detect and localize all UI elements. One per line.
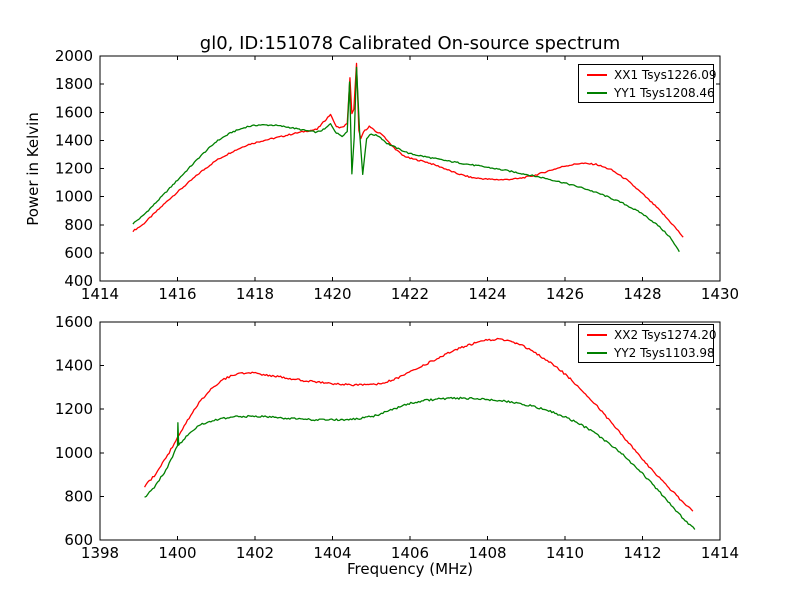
x-tick-label: 1414 [81, 285, 119, 303]
x-tick-label: 1414 [701, 544, 739, 562]
legend-entry-xx2: XX2 Tsys1274.20 [587, 327, 717, 343]
legend-label: YY2 Tsys1103.98 [614, 345, 715, 360]
y-tick-label: 1600 [55, 103, 93, 121]
y-tick-label: 1800 [55, 75, 93, 93]
y-tick-label: 1200 [55, 160, 93, 178]
legend-bottom: XX2 Tsys1274.20 YY2 Tsys1103.98 [578, 324, 717, 363]
y-tick-label: 600 [64, 244, 93, 262]
legend-entry-yy2: YY2 Tsys1103.98 [587, 345, 715, 361]
y-tick-label: 1400 [55, 131, 93, 149]
y-tick-label: 1000 [55, 188, 93, 206]
series-line-xx2 [143, 337, 694, 512]
x-tick-label: 1398 [81, 544, 119, 562]
x-tick-label: 1406 [391, 544, 429, 562]
series-line-xx1 [132, 62, 684, 238]
y-tick-label: 800 [64, 487, 93, 505]
x-tick-label: 1420 [313, 285, 351, 303]
y-tick-label: 400 [64, 272, 93, 290]
x-tick-label: 1426 [546, 285, 584, 303]
x-tick-label: 1404 [313, 544, 351, 562]
legend-line-swatch-green [587, 351, 607, 354]
legend-line-swatch-red [587, 73, 607, 76]
legend-line-swatch-red [587, 333, 607, 336]
subplot-0: 1414 1416 1418 1420 1422 1424 1426 1428 1430 400 6… [55, 47, 739, 303]
x-tick-label: 1422 [391, 285, 429, 303]
x-tick-label: 1430 [701, 285, 739, 303]
series-line-yy2 [144, 396, 696, 530]
legend-entry-xx1: XX1 Tsys1226.09 [587, 67, 717, 83]
y-tick-label: 2000 [55, 47, 93, 65]
legend-label: YY1 Tsys1208.46 [614, 85, 715, 100]
x-tick-label: 1412 [623, 544, 661, 562]
x-tick-label: 1428 [623, 285, 661, 303]
x-axis-label-bottom: Frequency (MHz) [346, 560, 474, 578]
legend-line-swatch-green [587, 91, 607, 94]
y-tick-label: 1000 [55, 444, 93, 462]
legend-label: XX2 Tsys1274.20 [614, 327, 717, 342]
y-tick-label: 1600 [55, 313, 93, 331]
series-line-yy1 [132, 66, 680, 253]
legend-label: XX1 Tsys1226.09 [614, 67, 717, 82]
axes-frame [99, 55, 721, 282]
y-tick-label: 800 [64, 216, 93, 234]
x-tick-label: 1424 [468, 285, 506, 303]
legend-top: XX1 Tsys1226.09 YY1 Tsys1208.46 [578, 64, 717, 103]
y-tick-label: 600 [64, 531, 93, 549]
axes-frame [99, 321, 721, 541]
y-tick-label: 1200 [55, 400, 93, 418]
x-tick-label: 1416 [158, 285, 196, 303]
legend-entry-yy1: YY1 Tsys1208.46 [587, 85, 715, 101]
x-tick-label: 1400 [158, 544, 196, 562]
x-tick-label: 1408 [468, 544, 506, 562]
y-tick-label: 1400 [55, 357, 93, 375]
x-tick-label: 1418 [236, 285, 274, 303]
chart-title: gl0, ID:151078 Calibrated On-source spec… [199, 33, 621, 54]
subplot-1: 1398 1400 1402 1404 1406 1408 1410 1412 1414 600 8… [55, 313, 739, 562]
x-tick-label: 1402 [236, 544, 274, 562]
x-tick-label: 1410 [546, 544, 584, 562]
